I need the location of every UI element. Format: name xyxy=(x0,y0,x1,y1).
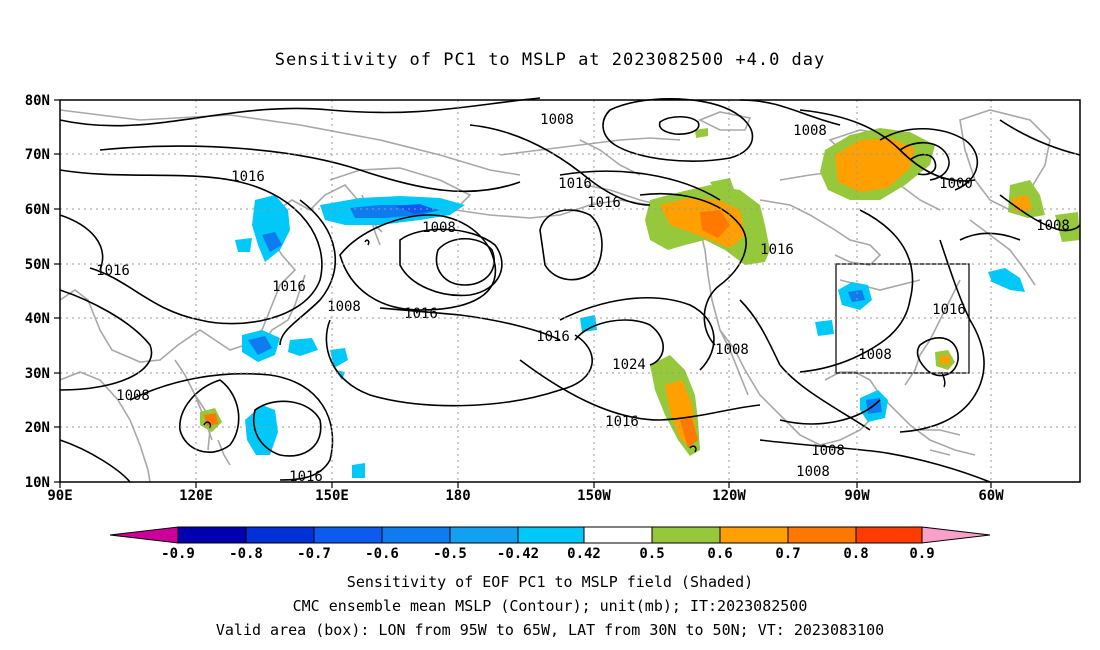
colorbar-label: -0.9 xyxy=(161,546,195,562)
lon-label: 180 xyxy=(445,488,470,504)
contour-label: 1016 xyxy=(536,329,570,345)
contour-label: 1000 xyxy=(939,176,973,192)
gridlines xyxy=(60,100,1080,482)
lon-label: 60W xyxy=(978,488,1004,504)
latitude-labels: 80N 70N 60N 50N 40N 30N 20N 10N xyxy=(25,93,50,491)
colorbar-label: -0.42 xyxy=(497,546,539,562)
mslp-contours xyxy=(59,97,1081,483)
contour-label: 1016 xyxy=(289,469,323,485)
colorbar-label: -0.6 xyxy=(365,546,399,562)
lat-label: 80N xyxy=(25,93,50,109)
lat-label: 10N xyxy=(25,475,50,491)
map-border xyxy=(59,99,1081,483)
colorbar-label: 0.42 xyxy=(567,546,601,562)
colorbar-label: 0.9 xyxy=(909,546,934,562)
colorbar: -0.9 -0.8 -0.7 -0.6 -0.5 -0.42 0.42 0.5 … xyxy=(109,526,991,562)
lat-label: 70N xyxy=(25,147,50,163)
colorbar-segment xyxy=(381,526,451,544)
footer-line-2: CMC ensemble mean MSLP (Contour); unit(m… xyxy=(292,597,808,615)
colorbar-segment xyxy=(177,526,247,544)
contour-label: 1008 xyxy=(1036,218,1070,234)
colorbar-segment xyxy=(787,526,857,544)
lon-label: 120W xyxy=(712,488,746,504)
colorbar-label: 0.7 xyxy=(775,546,800,562)
contour-label: 1016 xyxy=(272,279,306,295)
lat-label: 40N xyxy=(25,311,50,327)
lon-label: 150W xyxy=(577,488,611,504)
lat-label: 60N xyxy=(25,202,50,218)
contour-label: 1008 xyxy=(796,464,830,480)
longitude-labels: 90E 120E 150E 180 150W 120W 90W 60W xyxy=(47,488,1004,504)
colorbar-segment xyxy=(651,526,721,544)
lat-label: 50N xyxy=(25,257,50,273)
contour-label: 1016 xyxy=(558,176,592,192)
lon-label: 90W xyxy=(844,488,870,504)
colorbar-label: 0.5 xyxy=(639,546,664,562)
colorbar-segment xyxy=(855,526,923,544)
colorbar-label: -0.8 xyxy=(229,546,263,562)
colorbar-segment xyxy=(313,526,383,544)
contour-label: 1008 xyxy=(858,347,892,363)
contour-labels: 1008 1008 1016 1016 1016 1000 1008 1016 … xyxy=(96,112,1070,485)
contour-label: 1008 xyxy=(422,220,456,236)
contour-label: 1016 xyxy=(605,414,639,430)
contour-label: 1016 xyxy=(404,306,438,322)
lat-label: 20N xyxy=(25,420,50,436)
contour-label: 1016 xyxy=(760,242,794,258)
colorbar-left-arrow xyxy=(109,526,179,544)
contour-label: 1008 xyxy=(811,443,845,459)
lon-label: 150E xyxy=(315,488,349,504)
lon-label: 120E xyxy=(179,488,213,504)
lon-label: 90E xyxy=(47,488,72,504)
contour-label: 1008 xyxy=(327,299,361,315)
contour-label: 1008 xyxy=(715,342,749,358)
tick-marks xyxy=(54,99,992,488)
contour-label: 1016 xyxy=(587,195,621,211)
colorbar-segment xyxy=(517,526,585,544)
footer-line-3: Valid area (box): LON from 95W to 65W, L… xyxy=(215,621,885,639)
colorbar-right-arrow xyxy=(921,526,991,544)
contour-label: 1008 xyxy=(116,388,150,404)
colorbar-segment xyxy=(583,526,653,544)
footer-line-1: Sensitivity of EOF PC1 to MSLP field (Sh… xyxy=(346,573,754,591)
colorbar-segment xyxy=(449,526,519,544)
colorbar-label: -0.7 xyxy=(297,546,331,562)
contour-label: 1016 xyxy=(932,302,966,318)
lat-label: 30N xyxy=(25,366,50,382)
contour-label: 1016 xyxy=(96,263,130,279)
colorbar-segment xyxy=(245,526,315,544)
contour-label: 1016 xyxy=(231,169,265,185)
colorbar-label: 0.6 xyxy=(707,546,732,562)
contour-label: 1008 xyxy=(793,123,827,139)
map-title: Sensitivity of PC1 to MSLP at 2023082500… xyxy=(274,50,826,70)
contour-label: 1008 xyxy=(540,112,574,128)
colorbar-label: 0.8 xyxy=(843,546,868,562)
colorbar-label: -0.5 xyxy=(433,546,467,562)
contour-label: 1024 xyxy=(612,357,646,373)
sensitivity-shading xyxy=(200,128,1080,478)
colorbar-segment xyxy=(719,526,789,544)
